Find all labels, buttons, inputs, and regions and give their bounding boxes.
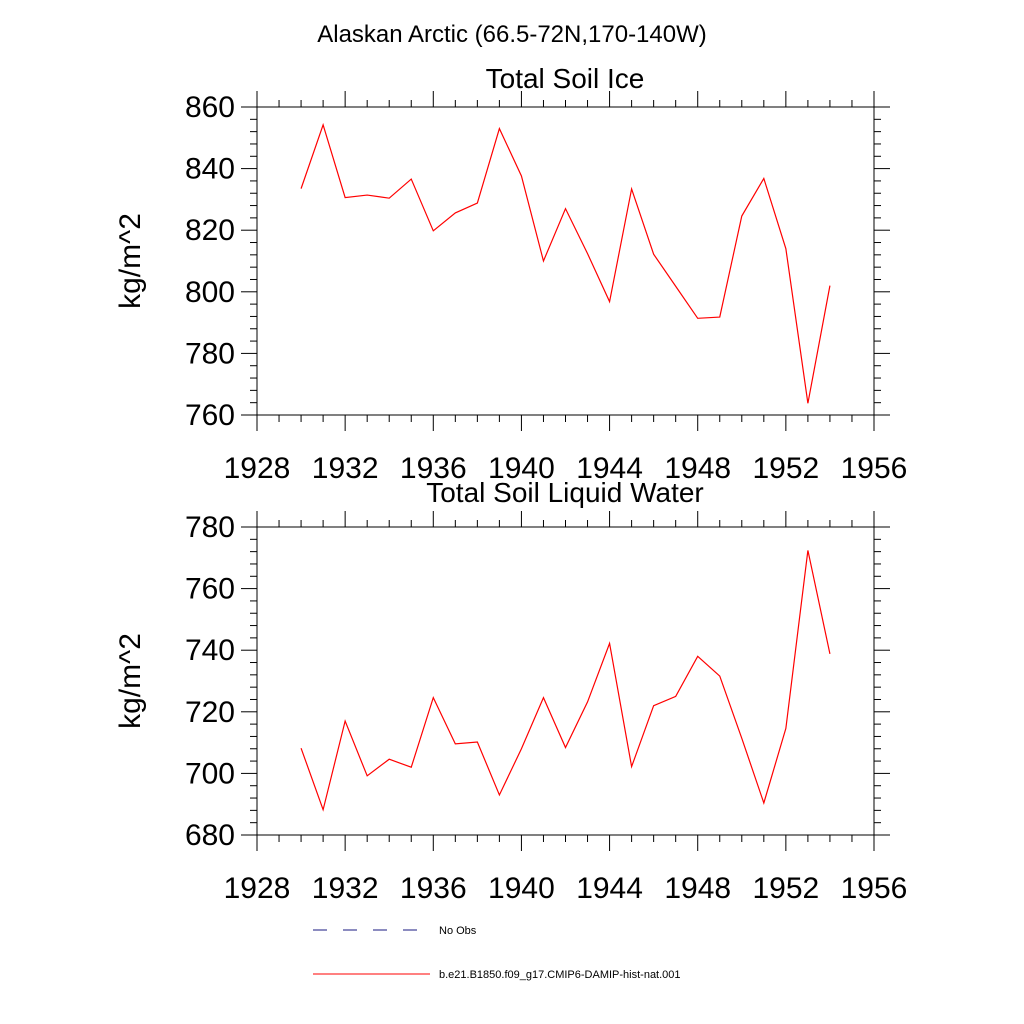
y-tick-label: 680 [185,819,235,852]
y-tick-label: 780 [185,337,235,370]
y-tick-label: 800 [185,276,235,309]
panel-title: Total Soil Ice [486,63,645,94]
x-tick-label: 1928 [224,452,291,485]
legend-label-no-obs: No Obs [439,925,477,937]
series-line [300,550,831,812]
x-tick-label: 1940 [488,872,555,905]
y-tick-label: 740 [185,634,235,667]
x-tick-label: 1932 [312,872,379,905]
x-tick-label: 1928 [224,872,291,905]
x-tick-label: 1936 [400,872,467,905]
plot-frame [256,526,875,836]
x-tick-label: 1952 [752,452,819,485]
x-tick-label: 1940 [488,452,555,485]
panel-title: Total Soil Liquid Water [426,477,704,508]
x-tick-label: 1932 [312,452,379,485]
x-tick-label: 1944 [576,452,643,485]
x-tick-label: 1948 [664,872,731,905]
series-line [300,122,831,404]
y-axis-label: kg/m^2 [114,213,147,309]
x-tick-label: 1948 [664,452,731,485]
y-axis-label: kg/m^2 [114,633,147,729]
y-tick-label: 760 [185,573,235,606]
x-tick-label: 1956 [841,452,908,485]
y-tick-label: 720 [185,696,235,729]
plot-frame [256,106,875,416]
x-tick-label: 1944 [576,872,643,905]
y-tick-label: 700 [185,757,235,790]
y-tick-label: 760 [185,399,235,432]
x-tick-label: 1956 [841,872,908,905]
x-tick-label: 1952 [752,872,819,905]
legend: No Obs b.e21.B1850.f09_g17.CMIP6-DAMIP-h… [313,925,681,981]
y-tick-label: 860 [185,91,235,124]
y-tick-label: 780 [185,511,235,544]
panel-total-soil-liquid-water: Total Soil Liquid Water kg/m^2 680 700 720… [114,477,907,905]
x-tick-label: 1936 [400,452,467,485]
figure-title: Alaskan Arctic (66.5-72N,170-140W) [317,21,707,48]
y-tick-label: 820 [185,214,235,247]
y-tick-label: 840 [185,153,235,186]
panel-total-soil-ice: Total Soil Ice kg/m^2 760 780 800 820 840 860… [114,63,907,485]
legend-label-model: b.e21.B1850.f09_g17.CMIP6-DAMIP-hist-nat… [439,969,681,981]
